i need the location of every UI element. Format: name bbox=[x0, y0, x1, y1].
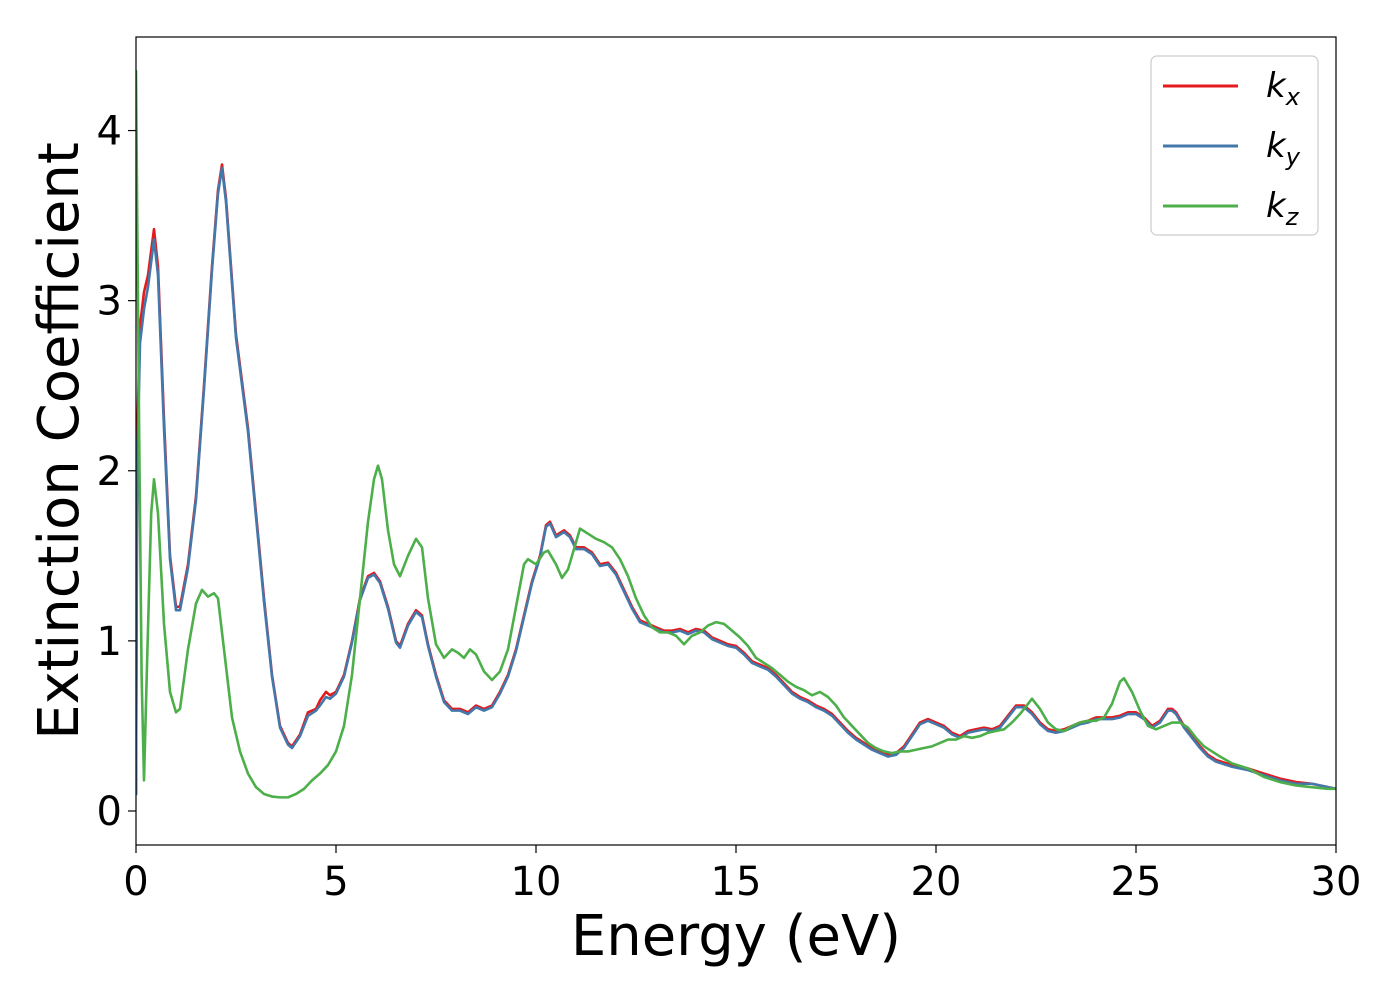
y-axis-title: Extinction Coefficient bbox=[27, 142, 92, 740]
series-line-k-x bbox=[136, 163, 1336, 796]
y-tick-label: 3 bbox=[97, 279, 122, 325]
series-line-k-y bbox=[136, 166, 1336, 796]
y-tick-label: 0 bbox=[97, 789, 122, 835]
legend-label: kx bbox=[1266, 66, 1301, 111]
y-axis: 0 1 2 3 4 bbox=[97, 109, 136, 835]
y-tick-label: 1 bbox=[97, 619, 122, 665]
x-tick-label: 20 bbox=[911, 859, 962, 905]
x-tick-label: 30 bbox=[1311, 859, 1362, 905]
series-layer bbox=[136, 69, 1336, 799]
x-axis-title: Energy (eV) bbox=[571, 904, 901, 969]
x-tick-label: 15 bbox=[711, 859, 762, 905]
series-line-k-z bbox=[136, 69, 1336, 799]
x-axis: 0 5 10 15 20 25 30 bbox=[123, 845, 1361, 905]
legend-label: ky bbox=[1266, 126, 1301, 171]
x-tick-label: 10 bbox=[511, 859, 562, 905]
x-tick-label: 25 bbox=[1111, 859, 1162, 905]
x-tick-label: 5 bbox=[323, 859, 348, 905]
y-tick-label: 4 bbox=[97, 109, 122, 155]
y-tick-label: 2 bbox=[97, 449, 122, 495]
x-tick-label: 0 bbox=[123, 859, 148, 905]
